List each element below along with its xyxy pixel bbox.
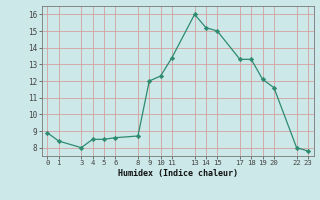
- X-axis label: Humidex (Indice chaleur): Humidex (Indice chaleur): [118, 169, 237, 178]
